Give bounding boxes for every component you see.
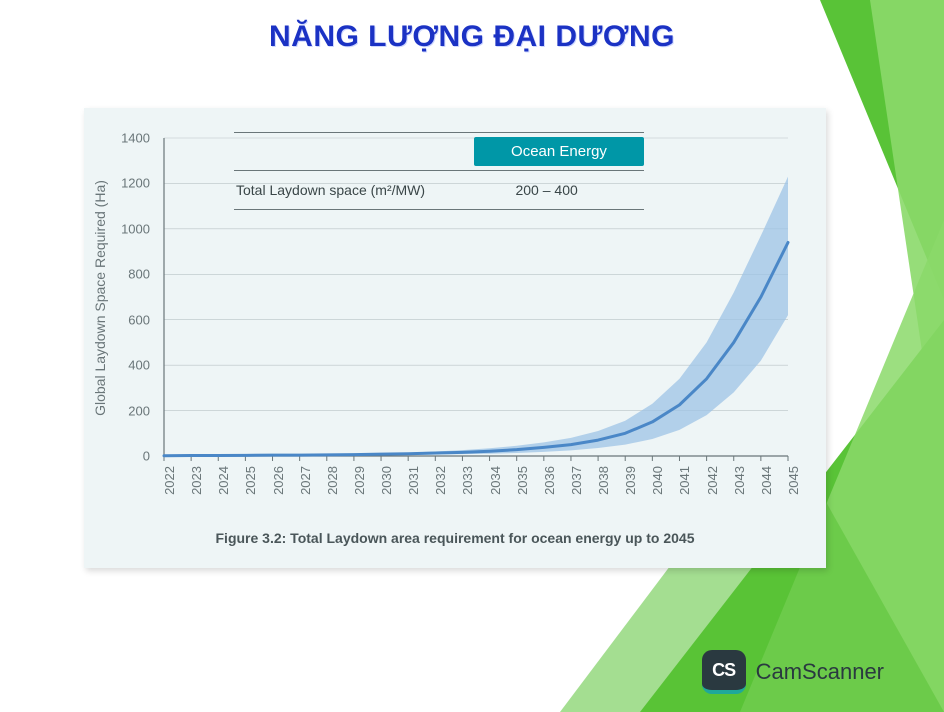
table-row-label: Total Laydown space (m²/MW)	[236, 181, 455, 199]
x-tick-label: 2044	[759, 466, 774, 495]
x-tick-label: 2033	[460, 466, 475, 495]
y-tick-label: 800	[116, 267, 150, 282]
table-row-value: 200 – 400	[455, 182, 638, 198]
x-tick-label: 2022	[162, 466, 177, 495]
x-tick-label: 2043	[732, 466, 747, 495]
x-tick-label: 2032	[433, 466, 448, 495]
x-tick-labels: 2022 2023 2024 2025 2026 2027 2028 2029 2030 2031…	[154, 466, 794, 526]
x-tick-label: 2041	[677, 466, 692, 495]
chart-caption: Figure 3.2: Total Laydown area requireme…	[84, 530, 826, 546]
y-tick-label: 600	[116, 312, 150, 327]
info-table: Ocean Energy Total Laydown space (m²/MW)…	[234, 132, 644, 210]
table-row: Total Laydown space (m²/MW) 200 – 400	[234, 171, 644, 209]
camscanner-watermark: CS CamScanner	[702, 650, 884, 694]
x-tick-label: 2029	[352, 466, 367, 495]
x-tick-label: 2024	[216, 466, 231, 495]
x-tick-label: 2037	[569, 466, 584, 495]
table-header-badge: Ocean Energy	[474, 137, 644, 166]
y-tick-labels: 0 200 400 600 800 1000 1200 1400	[116, 132, 150, 462]
y-tick-label: 400	[116, 358, 150, 373]
x-tick-label: 2026	[271, 466, 286, 495]
x-tick-label: 2036	[542, 466, 557, 495]
y-axis-title: Global Laydown Space Required (Ha)	[90, 138, 110, 458]
x-tick-label: 2025	[243, 466, 258, 495]
x-tick-label: 2027	[298, 466, 313, 495]
chart-plot: Ocean Energy Total Laydown space (m²/MW)…	[154, 132, 794, 462]
y-axis-title-text: Global Laydown Space Required (Ha)	[92, 180, 108, 416]
x-tick-label: 2031	[406, 466, 421, 495]
y-tick-label: 1400	[116, 131, 150, 146]
x-tick-label: 2045	[786, 466, 801, 495]
x-tick-label: 2035	[515, 466, 530, 495]
x-tick-label: 2039	[623, 466, 638, 495]
table-rule	[234, 209, 644, 210]
y-tick-label: 200	[116, 403, 150, 418]
x-tick-label: 2040	[650, 466, 665, 495]
page-title: NĂNG LƯỢNG ĐẠI DƯƠNG	[0, 20, 944, 54]
chart-card: Global Laydown Space Required (Ha) 0 200 4…	[84, 108, 826, 568]
x-tick-label: 2034	[488, 466, 503, 495]
camscanner-badge-icon: CS	[702, 650, 746, 694]
y-tick-label: 1200	[116, 176, 150, 191]
y-tick-label: 0	[116, 449, 150, 464]
y-tick-label: 1000	[116, 221, 150, 236]
x-tick-label: 2038	[596, 466, 611, 495]
x-tick-label: 2030	[379, 466, 394, 495]
x-tick-label: 2023	[189, 466, 204, 495]
x-tick-label: 2028	[325, 466, 340, 495]
camscanner-label: CamScanner	[756, 659, 884, 685]
x-tick-label: 2042	[705, 466, 720, 495]
